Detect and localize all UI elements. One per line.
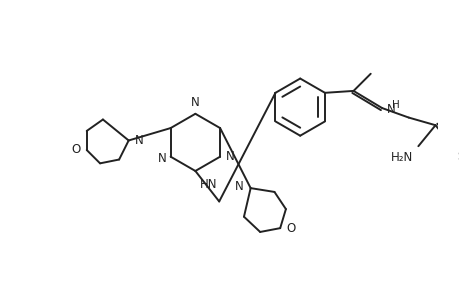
Text: N: N: [225, 150, 234, 163]
Text: N: N: [386, 103, 395, 116]
Text: HN: HN: [200, 178, 217, 191]
Text: N: N: [235, 180, 243, 193]
Text: H₂N: H₂N: [390, 151, 412, 164]
Text: N: N: [190, 96, 199, 109]
Text: O: O: [286, 222, 296, 235]
Text: N: N: [134, 134, 143, 147]
Text: S: S: [456, 150, 459, 163]
Text: N: N: [158, 152, 167, 165]
Text: H: H: [391, 100, 398, 110]
Text: O: O: [72, 143, 81, 157]
